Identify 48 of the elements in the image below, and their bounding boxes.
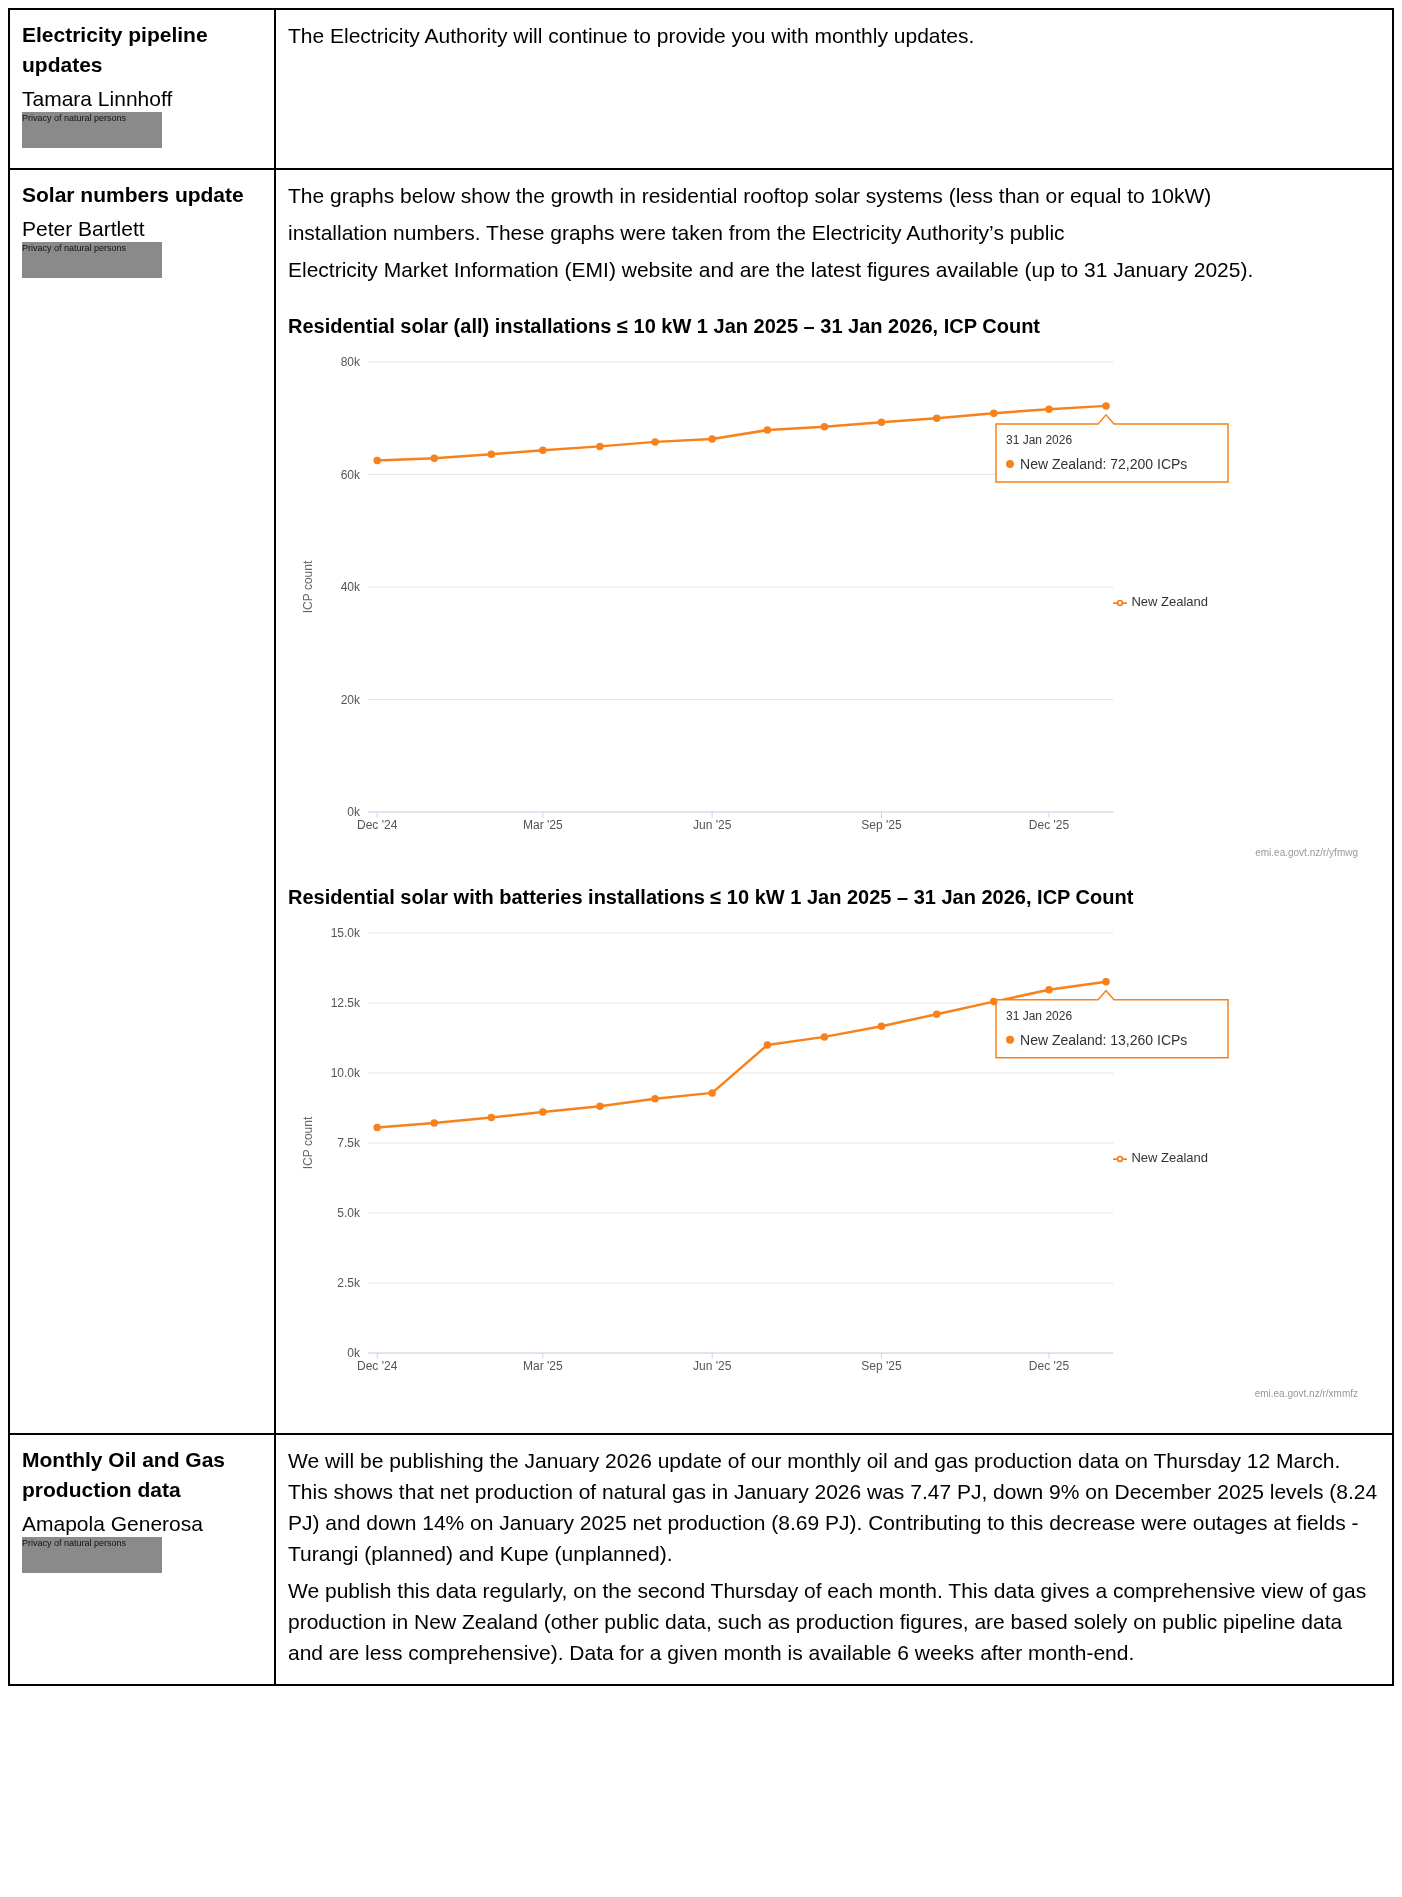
text: Monthly Oil and Gas production data xyxy=(22,1447,227,1503)
y-axis-title: ICP count xyxy=(301,560,316,614)
text: Electricity Market Information (EMI) website and are the latest figures available (up to 31 January 2025). xyxy=(288,257,1255,283)
text: Peter Bartlett xyxy=(22,216,146,242)
text: Electricity pipeline updates xyxy=(22,22,209,78)
text: The graphs below show the growth in residential rooftop solar systems (less than or equal to 10kW) xyxy=(288,183,1213,209)
text: We will be publishing the January 2026 update of our monthly oil and gas production data on Thursday 12 March. This shows that net production of natural gas in January 2026 was 7.47 PJ, down 9% on December 2025 levels (8.24 PJ) and down 14% on January 2025 net production (8.69 PJ). Contributing to this decrease were outages at fields - Turangi (planned) and Kupe (unplanned). xyxy=(288,1448,1379,1567)
x-tick-label: Mar '25 xyxy=(523,817,563,832)
text: installation numbers. These graphs were taken from the Electricity Authority’s public xyxy=(288,220,1066,246)
y-tick-label: 15.0k xyxy=(330,926,361,941)
y-tick-label: 5.0k xyxy=(337,1206,361,1221)
y-tick-label: 40k xyxy=(340,580,361,595)
y-tick-label: 10.0k xyxy=(330,1066,361,1081)
text: Privacy of natural persons xyxy=(22,112,162,148)
text: Privacy of natural persons xyxy=(22,1537,162,1573)
y-axis-title: ICP count xyxy=(301,1116,316,1170)
tooltip-box: 31 Jan 2026 New Zealand: 72,200 ICPs xyxy=(995,413,1229,483)
x-tick-label: Jun '25 xyxy=(693,1358,732,1373)
text: The Electricity Authority will continue to provide you with monthly updates. xyxy=(288,23,976,49)
x-tick-label: Dec '24 xyxy=(357,817,398,832)
x-tick-label: Dec '25 xyxy=(1028,817,1070,832)
x-tick-label: Mar '25 xyxy=(523,1358,563,1373)
annotation: 31 Jan 2026 New Zealand: 13,260 ICPs xyxy=(1006,1008,1188,1048)
y-tick-label: 0k xyxy=(347,805,361,820)
chart-title: Residential solar (all) installations ≤ 10 kW 1 Jan 2025 – 31 Jan 2026, ICP Count xyxy=(288,315,1041,338)
x-tick-label: Dec '25 xyxy=(1028,1358,1070,1373)
y-tick-label: 0k xyxy=(347,1346,361,1361)
legend-label: New Zealand xyxy=(1131,594,1208,610)
x-tick-label: Jun '25 xyxy=(693,817,732,832)
y-tick-label: 2.5k xyxy=(337,1276,361,1291)
annotation: 31 Jan 2026 New Zealand: 72,200 ICPs xyxy=(1006,432,1188,472)
y-tick-label: 7.5k xyxy=(337,1136,361,1151)
text: Tamara Linnhoff xyxy=(22,86,174,112)
y-tick-label: 80k xyxy=(340,355,361,370)
text: Amapola Generosa xyxy=(22,1511,204,1537)
text: Solar numbers update xyxy=(22,182,245,208)
y-tick-label: 60k xyxy=(340,467,361,482)
text: We publish this data regularly, on the second Thursday of each month. This data gives a comprehensive view of gas production in New Zealand (other public data, such as production figures, are based solely on public pipeline data and are less comprehensive). Data for a given month is available 6 weeks after month-end. xyxy=(288,1578,1368,1666)
y-tick-label: 20k xyxy=(340,692,361,707)
chart-title: Residential solar with batteries installations ≤ 10 kW 1 Jan 2025 – 31 Jan 2026, ICP Count xyxy=(288,886,1135,909)
text: Privacy of natural persons xyxy=(22,242,162,278)
text: emi.ea.govt.nz/r/yfmwg xyxy=(1255,847,1358,858)
x-tick-label: Dec '24 xyxy=(357,1358,398,1373)
y-tick-label: 12.5k xyxy=(330,996,361,1011)
text: emi.ea.govt.nz/r/xmmfz xyxy=(1254,1388,1358,1399)
legend-label: New Zealand xyxy=(1131,1150,1208,1166)
x-tick-label: Sep '25 xyxy=(861,817,902,832)
x-tick-label: Sep '25 xyxy=(861,1358,902,1373)
